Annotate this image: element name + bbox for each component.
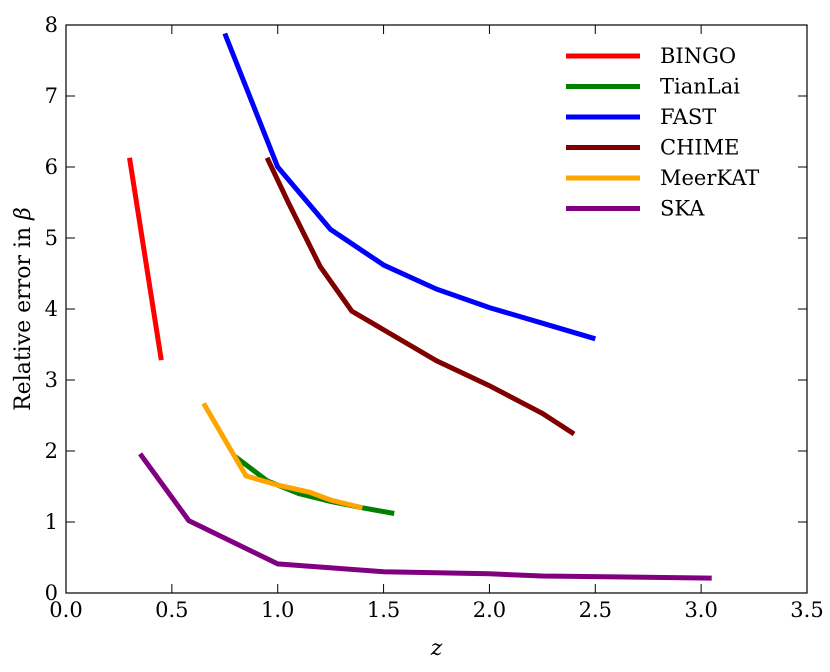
legend-label-tianlai: TianLai	[660, 75, 740, 99]
x-tick-label: 1.5	[367, 598, 400, 622]
series-line-meerkat	[201, 402, 363, 511]
x-tick-label: 3.0	[684, 598, 717, 622]
y-tick-label: 0	[45, 581, 58, 605]
y-tick-label: 6	[45, 155, 58, 179]
y-axis-label: Relative error in β	[11, 207, 36, 411]
y-axis-label-text: Relative error in	[11, 220, 36, 411]
y-tick-label: 3	[45, 368, 58, 392]
y-tick-label: 4	[45, 297, 58, 321]
y-tick-label: 5	[45, 226, 58, 250]
series-line-fast	[222, 32, 597, 342]
y-tick-label: 7	[45, 84, 58, 108]
x-tick-label: 3.5	[790, 598, 823, 622]
legend-label-meerkat: MeerKAT	[660, 166, 759, 190]
x-tick-label: 2.5	[579, 598, 612, 622]
x-tick-label: 0.5	[155, 598, 188, 622]
legend-label-fast: FAST	[660, 105, 716, 129]
y-tick-label: 2	[45, 439, 58, 463]
x-tick-label: 1.0	[261, 598, 294, 622]
series-line-ska	[138, 452, 712, 581]
y-tick-label: 1	[45, 510, 58, 534]
series-line-chime	[264, 156, 576, 437]
y-tick-label: 8	[45, 13, 58, 37]
x-axis-label: z	[430, 636, 443, 661]
series-line-tianlai	[233, 454, 395, 516]
series-line-bingo	[127, 157, 164, 361]
legend-label-ska: SKA	[660, 197, 705, 221]
x-tick-label: 2.0	[473, 598, 506, 622]
x-tick-label: 0.0	[49, 598, 82, 622]
legend-label-bingo: BINGO	[660, 44, 736, 68]
y-axis-label-symbol: β	[11, 207, 36, 221]
legend: BINGO TianLai FAST CHIME MeerKAT SKA	[566, 44, 759, 221]
legend-label-chime: CHIME	[660, 136, 740, 160]
